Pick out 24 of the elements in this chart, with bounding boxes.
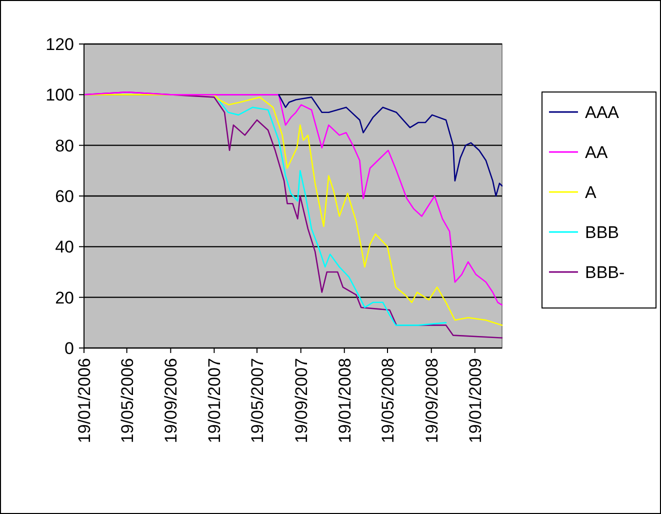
x-tick-label: 19/05/2008 bbox=[378, 358, 398, 444]
x-tick-label: 19/01/2008 bbox=[335, 358, 354, 444]
line-series bbox=[278, 94, 503, 197]
y-tick-label: 100 bbox=[46, 86, 74, 105]
y-tick-label: 80 bbox=[55, 136, 74, 156]
legend-label: BBB bbox=[585, 222, 620, 242]
x-tick-label: 19/09/2006 bbox=[162, 358, 181, 444]
y-tick-label: 20 bbox=[55, 288, 74, 308]
x-tick-label: 19/05/2007 bbox=[248, 358, 267, 444]
x-tick-label: 19/01/2007 bbox=[205, 358, 224, 444]
y-tick-label: 40 bbox=[55, 238, 74, 257]
legend-label: AA bbox=[585, 142, 608, 162]
legend-label: A bbox=[585, 182, 597, 202]
x-tick-label: 19/01/2006 bbox=[74, 358, 94, 444]
x-tick-label: 19/01/2009 bbox=[466, 358, 485, 444]
x-tick-label: 19/09/2008 bbox=[422, 358, 442, 444]
legend-label: BBB- bbox=[585, 262, 625, 282]
line-series bbox=[216, 96, 447, 326]
y-tick-label: 60 bbox=[55, 186, 74, 206]
legend-label: AAA bbox=[585, 102, 620, 122]
y-tick-label: 0 bbox=[64, 338, 74, 358]
y-tick-label: 120 bbox=[46, 34, 74, 54]
x-tick-label: 19/09/2007 bbox=[292, 358, 311, 444]
x-tick-label: 19/05/2006 bbox=[118, 358, 137, 444]
